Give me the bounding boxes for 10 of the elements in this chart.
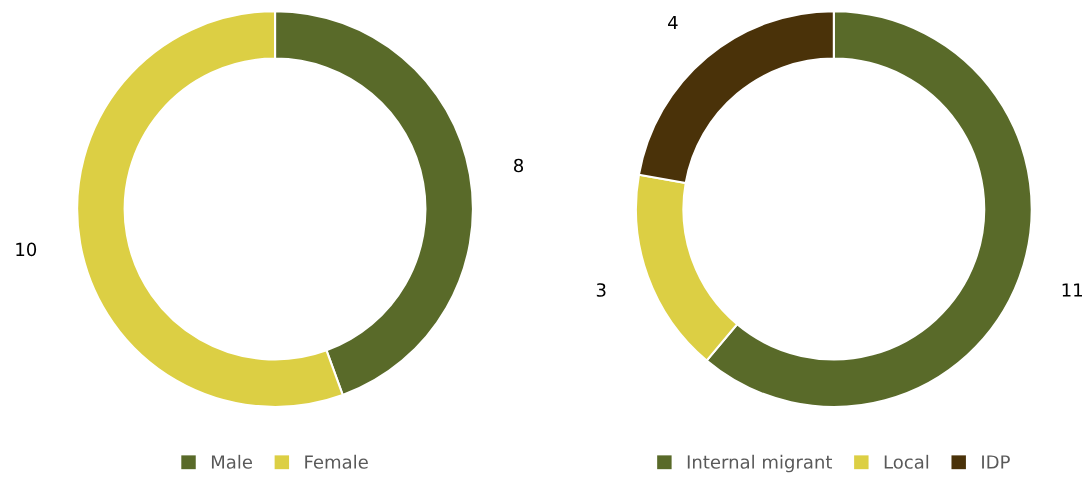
- data-label: 8: [514, 158, 524, 173]
- legend-label: Female: [305, 454, 368, 469]
- data-label: 3: [596, 283, 606, 297]
- data-label: 10: [16, 242, 37, 257]
- legend-label: Male: [211, 454, 252, 469]
- legend-label: IDP: [982, 455, 1010, 469]
- legend-label: Local: [884, 454, 929, 469]
- data-label: 11: [1062, 283, 1082, 297]
- data-label: 4: [668, 15, 678, 30]
- legend-label: Internal migrant: [687, 454, 833, 473]
